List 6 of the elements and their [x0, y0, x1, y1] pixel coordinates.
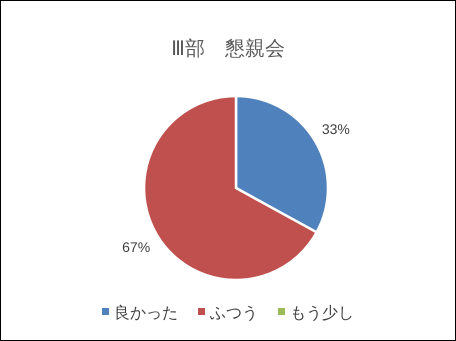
chart-title: Ⅲ部 懇親会: [171, 38, 285, 60]
data-label: 33%: [322, 120, 350, 137]
legend-label: もう少し: [290, 304, 354, 322]
legend-label: ふつう: [209, 305, 258, 322]
data-label: 67%: [122, 239, 150, 256]
legend-label: 良かった: [114, 304, 178, 322]
